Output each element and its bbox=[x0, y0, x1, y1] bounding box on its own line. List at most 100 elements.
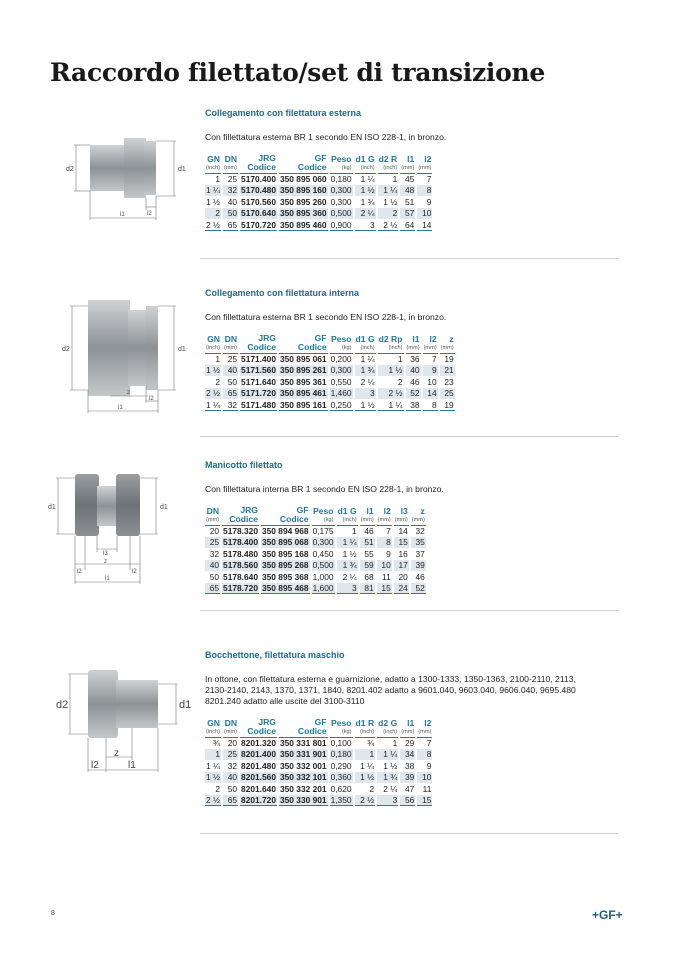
table-cell: 350 895 268 bbox=[260, 560, 310, 571]
table-cell: 1 ¼ bbox=[377, 185, 399, 196]
table-cell: 1 ¼ bbox=[206, 760, 220, 771]
section-description: Con fillettatura interna BR 1 secondo EN… bbox=[205, 484, 444, 494]
fitting-diagram-union: d2 d1 z l2 l1 bbox=[56, 670, 191, 772]
table-cell: 1 ½ bbox=[377, 365, 404, 376]
table-cell: 40 bbox=[223, 365, 239, 376]
table-row: 1 25 5171.400 350 895 061 0,200 1 ¼ 1 36 7 19 bbox=[205, 353, 455, 364]
table-cell: 5171.640 bbox=[241, 376, 276, 387]
table-cell: 1,600 bbox=[311, 583, 335, 595]
table-cell: 1 ¼ bbox=[354, 353, 376, 364]
table-header-row: GN (inch) DN (mm) JRG Codice GF Codice Peso (kg) d… bbox=[205, 333, 455, 352]
svg-text:l1: l1 bbox=[105, 576, 110, 582]
table-cell: 38 bbox=[405, 400, 421, 412]
table-cell: 2 bbox=[377, 208, 399, 219]
table-cell: 350 895 161 bbox=[278, 399, 328, 412]
column-header: l1 (mm) bbox=[401, 717, 415, 735]
table-header-row: GN (inch) DN (mm) JRG Codice GF Codice Peso (kg) d… bbox=[205, 153, 433, 172]
table-cell: 350 895 060 bbox=[278, 173, 328, 184]
section-content: Collegamento con filettatura interna Con… bbox=[205, 288, 625, 412]
table-cell: 20 bbox=[223, 737, 239, 748]
table-cell: 2 ¼ bbox=[354, 208, 376, 219]
column-header: l1 (mm) bbox=[406, 333, 420, 351]
table-row: 32 5178.480 350 895 168 0,450 1 ½ 55 9 16 37 bbox=[205, 549, 426, 559]
column-header: l2 (mm) bbox=[423, 333, 437, 351]
table-cell: 1 ½ bbox=[205, 365, 221, 376]
svg-text:l2: l2 bbox=[91, 760, 99, 771]
table-cell: 25 bbox=[439, 388, 455, 399]
table-cell: 8 bbox=[417, 185, 433, 196]
table-cell: 1 ¼ bbox=[205, 399, 221, 412]
table-cell: 65 bbox=[223, 220, 239, 232]
table-cell: 3 bbox=[336, 583, 358, 595]
table-cell: 1 bbox=[205, 353, 221, 364]
table-cell: 1 bbox=[336, 525, 358, 536]
table-cell: 23 bbox=[444, 376, 454, 387]
table-cell: 0,900 bbox=[329, 219, 353, 232]
table-cell: 2 bbox=[215, 783, 220, 794]
table-cell: 32 bbox=[223, 185, 239, 196]
page-number: 8 bbox=[51, 910, 55, 917]
table-row: 1 25 8201.400 350 331 901 0,180 1 1 ¼ 34 8 bbox=[205, 749, 433, 760]
table-cell: 10 bbox=[417, 208, 433, 219]
section-content: Manicotto filettato Con fillettatura int… bbox=[205, 460, 625, 595]
table-cell: 0,450 bbox=[312, 548, 334, 559]
product-table: GN (inch) DN (mm) JRG Codice GF Codice Peso (kg) d… bbox=[203, 332, 457, 412]
table-row: 25 5178.400 350 895 068 0,300 1 ¼ 51 8 15 35 bbox=[205, 537, 426, 548]
table-cell: 2 ½ bbox=[205, 795, 221, 807]
table-cell: 32 bbox=[223, 400, 239, 412]
table-row: 2 50 5170.640 350 895 360 0,500 2 ¼ 2 57 10 bbox=[205, 208, 433, 219]
column-header: z (mm) bbox=[440, 333, 454, 351]
table-cell: 15 bbox=[393, 537, 409, 548]
table-row: 1 ¼ 32 8201.480 350 332 001 0,290 1 ¼ 1 ½ 38 9 bbox=[205, 761, 432, 771]
column-header: d1 R (inch) bbox=[355, 717, 375, 735]
table-row: 50 5178.640 350 895 368 1,000 2 ¼ 68 11 20 46 bbox=[205, 572, 426, 582]
table-cell: 16 bbox=[398, 548, 408, 559]
table-cell: 350 895 260 bbox=[279, 196, 327, 207]
svg-text:d1: d1 bbox=[178, 166, 186, 173]
table-cell: 14 bbox=[417, 220, 433, 232]
table-cell: 0,300 bbox=[330, 196, 352, 207]
table-cell: 39 bbox=[400, 772, 416, 783]
table-cell: 29 bbox=[400, 737, 416, 748]
table-cell: 350 332 001 bbox=[279, 760, 327, 771]
table-cell: 46 bbox=[415, 571, 425, 582]
table-cell: 68 bbox=[364, 571, 374, 582]
table-cell: 8 bbox=[376, 537, 392, 548]
table-cell: 1 ½ bbox=[206, 196, 220, 207]
svg-text:l1: l1 bbox=[120, 212, 125, 218]
table-cell: 1 ¼ bbox=[377, 400, 404, 412]
table-cell: 64 bbox=[400, 220, 416, 232]
column-header: Peso (kg) bbox=[330, 717, 352, 735]
table-cell: 24 bbox=[393, 583, 409, 595]
table-cell: 10 bbox=[417, 772, 433, 783]
section-title: Manicotto filettato bbox=[205, 460, 283, 470]
table-cell: 2 bbox=[397, 376, 403, 387]
divider bbox=[200, 258, 618, 259]
table-header-row: GN (inch) DN (mm) JRG Codice GF Codice Peso (kg) d… bbox=[205, 717, 433, 736]
table-cell: 50 bbox=[223, 208, 239, 219]
table-cell: 5178.560 bbox=[222, 560, 259, 571]
table-cell: 350 895 361 bbox=[279, 376, 327, 387]
svg-text:z: z bbox=[127, 390, 130, 396]
table-cell: 0,300 bbox=[329, 365, 353, 376]
table-cell: 1 bbox=[377, 353, 404, 364]
table-cell: 350 895 261 bbox=[278, 365, 328, 376]
column-header: DN (mm) bbox=[224, 153, 238, 171]
table-cell: 25 bbox=[223, 173, 239, 184]
table-cell: 15 bbox=[417, 795, 433, 807]
table-cell: 19 bbox=[439, 400, 455, 412]
svg-text:d1: d1 bbox=[160, 504, 168, 511]
table-cell: 46 bbox=[359, 525, 375, 536]
table-cell: 1 ½ bbox=[342, 548, 357, 559]
column-header: GN (inch) bbox=[206, 717, 220, 735]
product-table: GN (inch) DN (mm) JRG Codice GF Codice Peso (kg) d… bbox=[203, 152, 434, 232]
table-cell: 2 ½ bbox=[354, 795, 376, 807]
table-cell: 21 bbox=[439, 365, 455, 376]
svg-text:l2: l2 bbox=[132, 569, 137, 575]
table-cell: 1 ½ bbox=[383, 196, 398, 207]
table-cell: 9 bbox=[386, 548, 391, 559]
column-header: JRG Codice bbox=[247, 717, 276, 736]
table-cell: 0,500 bbox=[329, 208, 353, 219]
table-cell: 8201.480 bbox=[241, 760, 276, 771]
column-header: GF Codice bbox=[297, 717, 327, 736]
